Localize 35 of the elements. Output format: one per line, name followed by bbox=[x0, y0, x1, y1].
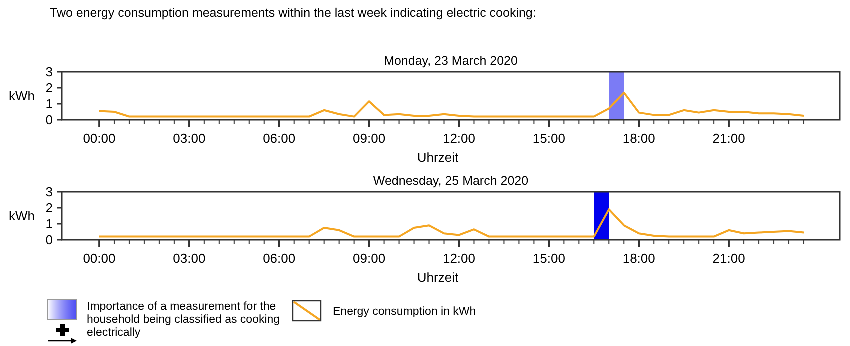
x-axis-title: Uhrzeit bbox=[417, 270, 459, 285]
x-tick-label: 09:00 bbox=[353, 251, 386, 266]
legend-label: Importance of a measurement for the household being classified as cooking electrically bbox=[87, 301, 280, 339]
chart-title: Two energy consumption measurements within the last week indicating electric cooking: bbox=[50, 6, 536, 20]
x-tick-label: 12:00 bbox=[442, 131, 476, 146]
x-tick-label: 00:00 bbox=[83, 251, 116, 266]
x-axis-title: Uhrzeit bbox=[417, 150, 459, 165]
x-tick-label: 15:00 bbox=[532, 251, 566, 266]
y-tick-label: 2 bbox=[46, 80, 53, 96]
y-tick-label: 1 bbox=[46, 216, 53, 232]
x-tick-label: 18:00 bbox=[622, 131, 656, 146]
y-tick-label: 3 bbox=[46, 184, 53, 200]
x-tick-label: 09:00 bbox=[353, 131, 386, 146]
x-tick-label: 06:00 bbox=[263, 251, 296, 266]
x-tick-label: 12:00 bbox=[442, 251, 476, 266]
x-tick-label: 15:00 bbox=[532, 131, 566, 146]
line-series bbox=[98, 92, 806, 118]
x-tick-label: 18:00 bbox=[622, 251, 656, 266]
x-tick-label: 00:00 bbox=[83, 131, 116, 146]
line-series bbox=[98, 208, 806, 238]
x-tick-label: 03:00 bbox=[173, 131, 206, 146]
y-axis-title: kWh bbox=[9, 88, 35, 104]
x-tick-label: 06:00 bbox=[263, 131, 296, 146]
y-axis-title: kWh bbox=[9, 208, 35, 224]
chart-subtitle: Monday, 23 March 2020 bbox=[384, 54, 518, 68]
y-tick-label: 0 bbox=[46, 112, 53, 128]
y-tick-label: 0 bbox=[46, 232, 53, 248]
y-tick-label: 3 bbox=[46, 64, 53, 80]
x-tick-label: 03:00 bbox=[173, 251, 206, 266]
y-tick-label: 1 bbox=[46, 96, 53, 112]
chart-title: Wednesday, 25 March 2020 bbox=[373, 174, 529, 188]
legend-label: Energy consumption in kWh bbox=[333, 306, 476, 318]
x-tick-label: 21:00 bbox=[712, 251, 746, 266]
y-tick-label: 2 bbox=[46, 200, 53, 216]
x-tick-label: 21:00 bbox=[712, 131, 746, 146]
